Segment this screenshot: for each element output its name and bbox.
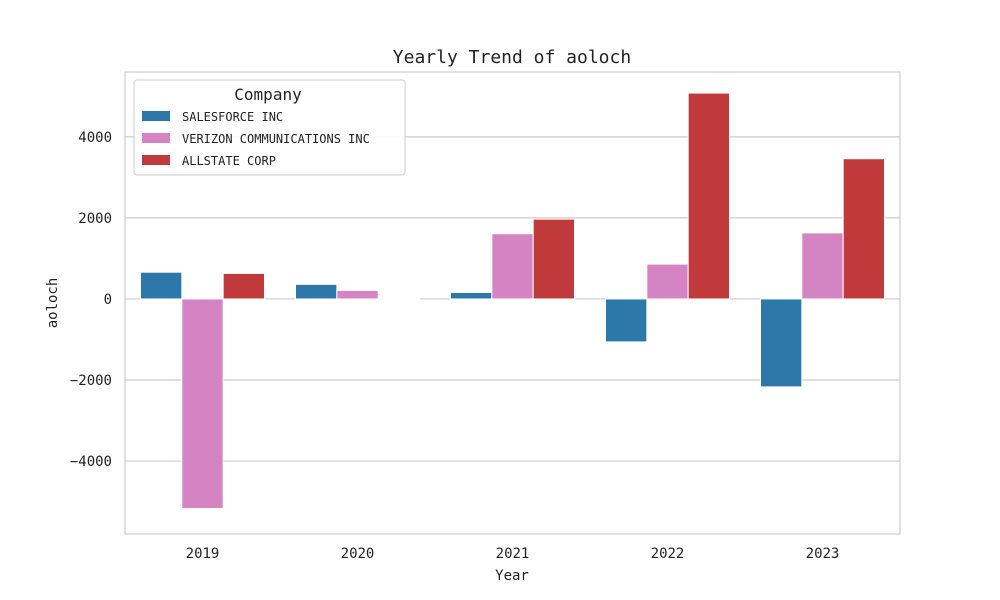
plot-frame (124, 71, 901, 535)
legend-items: SALESFORCE INC VERIZON COMMUNICATIONS INC… (142, 110, 370, 168)
legend-label: ALLSTATE CORP (182, 154, 276, 168)
x-axis-title: Year (495, 568, 529, 584)
bar-allstate-corp-2021 (532, 218, 576, 300)
y-tick-labels: −4000 −2000 0 2000 4000 (70, 130, 112, 470)
bar-allstate-corp-2023 (842, 158, 886, 300)
bar-verizon-communications-inc-2020 (336, 289, 379, 300)
legend-label: VERIZON COMMUNICATIONS INC (182, 132, 370, 146)
bar-allstate-corp-2019 (222, 272, 266, 300)
bar-verizon-communications-inc-2023 (801, 232, 844, 300)
legend-swatch (142, 133, 170, 143)
y-tick-label: 4000 (78, 130, 112, 146)
x-tick-label: 2021 (496, 546, 530, 562)
legend-swatch (142, 111, 170, 121)
y-axis-title: aoloch (45, 278, 61, 329)
bar-salesforce-inc-2021 (450, 291, 493, 300)
y-tick-label: 0 (104, 292, 112, 308)
bar-salesforce-inc-2019 (140, 271, 183, 300)
x-tick-label: 2020 (341, 546, 375, 562)
bars (140, 92, 886, 509)
legend-swatch (142, 155, 170, 165)
bar-verizon-communications-inc-2021 (491, 233, 534, 300)
bar-verizon-communications-inc-2022 (646, 263, 689, 300)
y-tick-label: −4000 (70, 454, 112, 470)
legend-label: SALESFORCE INC (182, 110, 283, 124)
bar-salesforce-inc-2020 (295, 283, 338, 300)
x-tick-labels: 2019 2020 2021 2022 2023 (186, 546, 840, 562)
legend-title: Company (234, 85, 302, 104)
legend: Company SALESFORCE INC VERIZON COMMUNICAT… (133, 79, 406, 176)
y-tick-label: 2000 (78, 211, 112, 227)
bar-allstate-corp-2022 (687, 92, 731, 300)
chart-title: Yearly Trend of aoloch (393, 47, 631, 68)
legend-box (133, 79, 406, 176)
x-tick-label: 2019 (186, 546, 220, 562)
bar-salesforce-inc-2023 (760, 298, 803, 388)
bar-allstate-corp-2020 (377, 298, 420, 300)
x-tick-label: 2023 (806, 546, 840, 562)
y-tick-label: −2000 (70, 373, 112, 389)
bar-salesforce-inc-2022 (605, 298, 648, 343)
x-tick-label: 2022 (651, 546, 685, 562)
bar-verizon-communications-inc-2019 (181, 298, 224, 509)
